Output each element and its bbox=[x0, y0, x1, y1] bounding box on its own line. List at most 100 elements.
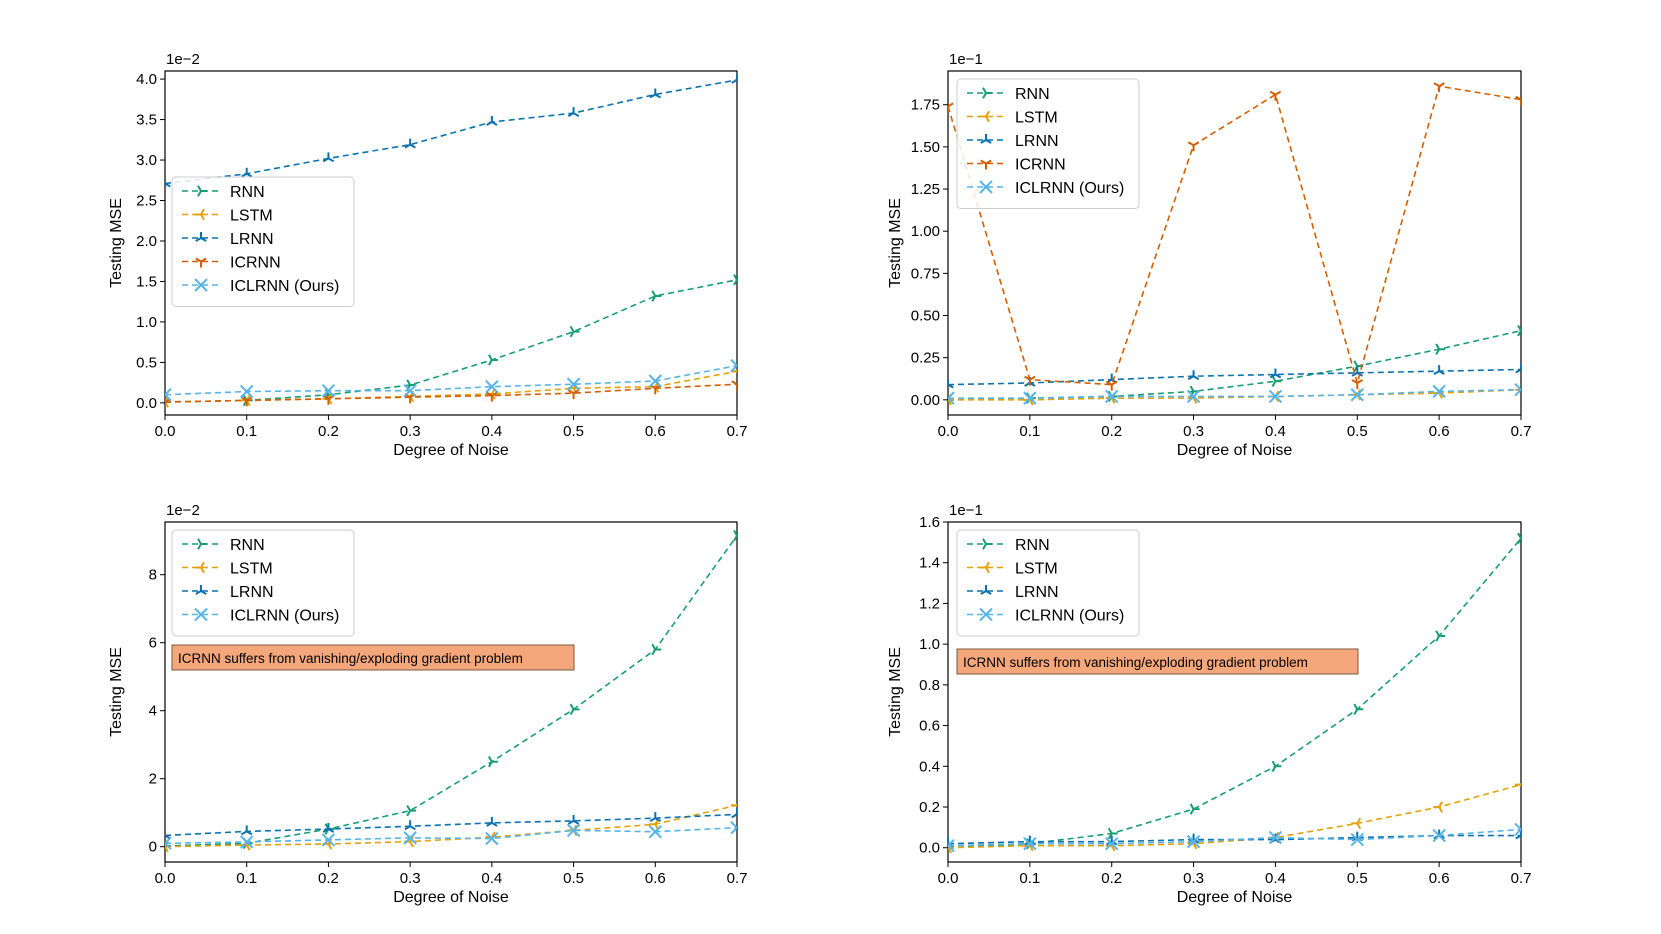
legend-box bbox=[956, 78, 1140, 209]
point-icrnn bbox=[1433, 82, 1445, 93]
legend-label-icrnn: ICRNN bbox=[230, 255, 281, 272]
x-tick-label: 0.4 bbox=[481, 423, 502, 440]
legend-box bbox=[171, 176, 355, 307]
point-iclrnn bbox=[648, 825, 662, 839]
point-rnn bbox=[1435, 343, 1446, 355]
axes-frame bbox=[164, 70, 738, 416]
point-lrnn bbox=[567, 814, 580, 825]
y-tick-label: 0.25 bbox=[911, 350, 940, 367]
x-tick-label: 0.0 bbox=[938, 870, 959, 887]
line-icrnn bbox=[165, 383, 737, 403]
legend-label-lrnn: LRNN bbox=[1015, 584, 1059, 601]
point-iclrnn bbox=[566, 377, 581, 391]
line-iclrnn bbox=[165, 364, 737, 396]
x-tick-label: 0.6 bbox=[645, 870, 666, 887]
point-icrnn bbox=[1105, 380, 1118, 391]
series-iclrnn bbox=[948, 382, 1521, 405]
x-tick-label: 0.1 bbox=[1019, 423, 1040, 440]
point-icrnn bbox=[1024, 375, 1036, 386]
y-tick-label: 3.0 bbox=[136, 152, 157, 169]
axes-frame bbox=[947, 521, 1522, 863]
legend-label-lstm: LSTM bbox=[1015, 110, 1058, 127]
y-tick-label: 0.2 bbox=[919, 799, 940, 816]
point-iclrnn bbox=[1350, 388, 1364, 402]
point-icrnn bbox=[1351, 379, 1364, 389]
point-iclrnn bbox=[403, 384, 417, 398]
x-tick-label: 0.5 bbox=[563, 423, 584, 440]
legend: RNN LSTM LRNN ICRNN ICLRNN (Ours) bbox=[956, 78, 1140, 209]
series-icrnn bbox=[948, 82, 1521, 391]
point-iclrnn bbox=[1023, 391, 1037, 405]
point-rnn bbox=[487, 354, 498, 366]
legend-label-rnn: RNN bbox=[1015, 86, 1050, 103]
y-tick-label: 1.0 bbox=[136, 314, 157, 331]
point-lrnn bbox=[567, 107, 580, 117]
point-rnn bbox=[1107, 827, 1118, 840]
point-rnn bbox=[1435, 630, 1446, 642]
x-tick-label: 0.0 bbox=[938, 423, 959, 440]
x-tick-label: 0.3 bbox=[1183, 423, 1204, 440]
legend-marker bbox=[197, 185, 207, 197]
legend-label-iclrnn: ICLRNN (Ours) bbox=[1015, 180, 1124, 197]
point-lrnn bbox=[948, 378, 954, 389]
x-tick-label: 0.0 bbox=[155, 423, 176, 440]
point-lrnn bbox=[649, 812, 662, 823]
annotation-text: ICRNN suffers from vanishing/exploding g… bbox=[178, 651, 523, 666]
annotation-box bbox=[956, 648, 1359, 675]
y-tick-label: 2 bbox=[149, 771, 157, 788]
legend-marker bbox=[980, 110, 990, 123]
x-tick-label: 0.4 bbox=[481, 870, 502, 887]
y-tick-label: 0.50 bbox=[911, 308, 940, 325]
line-iclrnn bbox=[165, 826, 737, 845]
point-icrnn bbox=[486, 391, 498, 402]
x-tick-label: 0.1 bbox=[1019, 870, 1040, 887]
line-iclrnn bbox=[948, 828, 1521, 847]
point-lrnn bbox=[731, 808, 737, 819]
point-rnn bbox=[569, 325, 580, 338]
point-lstm bbox=[731, 803, 737, 808]
point-iclrnn bbox=[948, 839, 955, 853]
line-lrnn bbox=[948, 368, 1521, 386]
legend-marker bbox=[982, 87, 992, 99]
legend-marker bbox=[979, 607, 993, 622]
point-lrnn bbox=[1515, 829, 1521, 840]
x-tick-label: 0.7 bbox=[727, 423, 748, 440]
y-tick-label: 4.0 bbox=[136, 71, 157, 88]
point-iclrnn bbox=[240, 835, 254, 849]
legend-marker bbox=[195, 232, 207, 242]
y-axis-label: Testing MSE bbox=[887, 647, 904, 737]
point-iclrnn bbox=[485, 379, 499, 394]
point-iclrnn bbox=[1514, 822, 1521, 837]
point-icrnn bbox=[731, 380, 737, 391]
point-lrnn bbox=[486, 816, 498, 827]
chart-panel-4: 0.0 0.1 0.2 0.3 0.4 0.5 0.6 0.7 0.0 0.2 0.4 0.6 0.8 1… bbox=[887, 502, 1531, 906]
line-lrnn bbox=[165, 79, 737, 185]
legend-label-lrnn: LRNN bbox=[230, 231, 274, 248]
point-rnn bbox=[651, 290, 662, 302]
point-lrnn bbox=[404, 820, 416, 831]
point-iclrnn bbox=[1186, 389, 1201, 404]
x-tick-label: 0.6 bbox=[1429, 870, 1450, 887]
y-tick-label: 1.2 bbox=[919, 595, 940, 612]
point-iclrnn bbox=[1514, 382, 1521, 397]
point-icrnn bbox=[1515, 95, 1521, 106]
x-tick-label: 0.2 bbox=[318, 423, 339, 440]
point-rnn bbox=[569, 703, 580, 716]
y-tick-label: 8 bbox=[149, 567, 157, 584]
point-rnn bbox=[733, 274, 737, 286]
x-tick-label: 0.5 bbox=[1347, 423, 1368, 440]
annotation: ICRNN suffers from vanishing/exploding g… bbox=[956, 648, 1359, 675]
point-iclrnn bbox=[730, 358, 737, 373]
point-iclrnn bbox=[1268, 830, 1283, 845]
point-lrnn bbox=[1187, 370, 1200, 381]
point-iclrnn bbox=[948, 391, 955, 405]
legend-marker bbox=[982, 538, 992, 550]
legend-marker bbox=[194, 278, 208, 292]
point-rnn bbox=[651, 643, 662, 656]
x-tick-label: 0.2 bbox=[1101, 870, 1122, 887]
x-tick-label: 0.3 bbox=[400, 423, 421, 440]
x-axis-label: Degree of Noise bbox=[1177, 442, 1293, 459]
point-rnn bbox=[487, 755, 498, 768]
legend: RNN LSTM LRNN ICRNN ICLRNN (Ours) bbox=[171, 176, 355, 307]
